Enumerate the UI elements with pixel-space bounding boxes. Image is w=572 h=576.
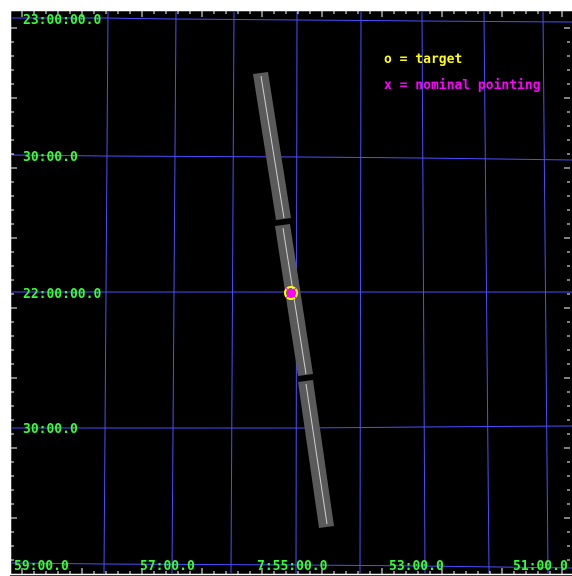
ra-label: 7:55:00.0 [257,559,328,574]
dec-label: 30:00.0 [23,422,78,437]
dec-label: 30:00.0 [23,150,78,165]
ra-label: 59:00.0 [14,559,69,574]
dec-grid-line [12,17,572,23]
slit-footprint [253,72,334,528]
slit-centerline [305,383,328,525]
slit-centerline [282,227,307,375]
ra-axis-labels: 59:00.0 57:00.0 7:55:00.0 53:00.0 51:00.… [14,559,568,574]
tick-marks [11,11,570,574]
dec-grid-line [12,425,572,429]
ra-label: 53:00.0 [389,559,444,574]
circle-marker-icon [284,286,298,300]
ra-label: 57:00.0 [140,559,195,574]
legend-target-label: o = target [384,52,462,67]
dec-label: 22:00:00.0 [23,287,101,302]
x-marker-icon [285,287,297,299]
legend: o = target x = nominal pointing [384,52,541,93]
dec-grid-line [11,154,572,161]
dec-axis-labels: 23:00:00.0 30:00.0 22:00:00.0 30:00.0 [23,13,101,437]
legend-pointing-label: x = nominal pointing [384,78,541,93]
slit-centerline [260,75,285,219]
dec-grid-line [11,562,572,569]
plot-frame [9,9,572,576]
pointing-markers [284,286,298,300]
ra-label: 51:00.0 [513,559,568,574]
dec-label: 23:00:00.0 [23,13,101,28]
